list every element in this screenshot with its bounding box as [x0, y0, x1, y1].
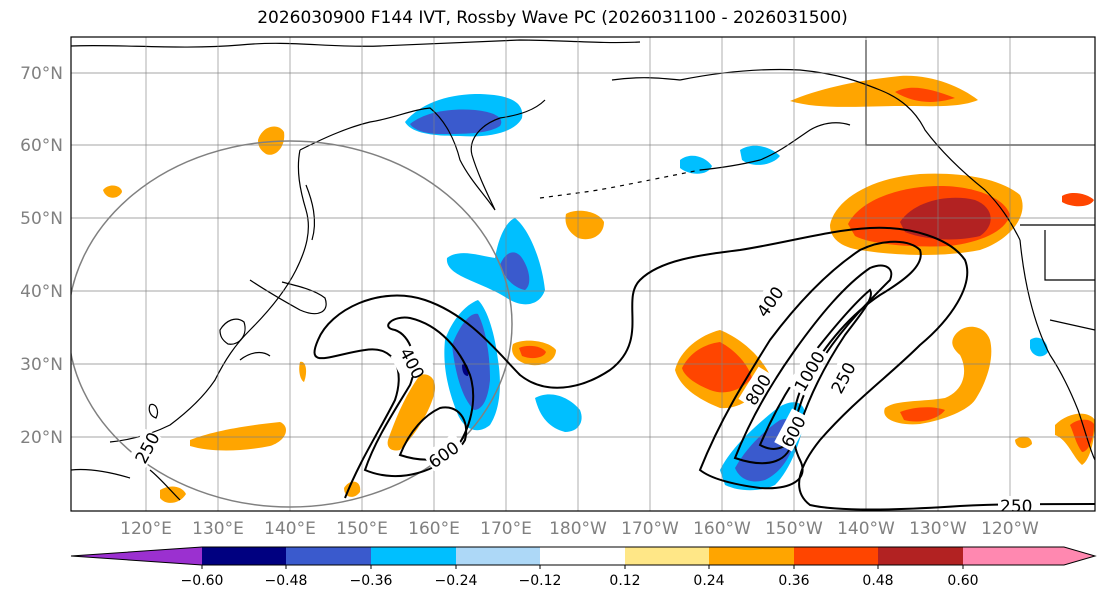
lat-label: 50°N [20, 209, 63, 229]
coastlines [71, 39, 1095, 501]
colorbar-tick-label: 0.12 [609, 573, 640, 589]
colorbar-segment [794, 547, 878, 565]
colorbar-segment [371, 547, 456, 565]
lon-label: 140°E [264, 519, 316, 539]
lon-label: 160°W [693, 519, 751, 539]
lat-label: 70°N [20, 64, 63, 84]
colorbar: −0.60 −0.48 −0.36 −0.24 −0.12 0.12 0.24 0.36 0.4… [70, 546, 1097, 589]
colorbar-tick-label: 0.60 [947, 573, 978, 589]
region-circle [71, 140, 513, 508]
colorbar-extend-low [71, 547, 202, 565]
colorbar-tick-label: 0.24 [693, 573, 724, 589]
colorbar-tick-label: 0.48 [862, 573, 893, 589]
colorbar-segment [456, 547, 540, 565]
lon-label: 130°W [909, 519, 967, 539]
lon-label: 150°W [765, 519, 823, 539]
colorbar-tick-label: −0.48 [265, 573, 308, 589]
colorbar-tick-label: −0.24 [435, 573, 478, 589]
latitude-labels: 70°N 60°N 50°N 40°N 30°N 20°N [20, 64, 63, 448]
colorbar-segment [709, 547, 794, 565]
lon-label: 180°W [549, 519, 607, 539]
lon-label: 170°W [621, 519, 679, 539]
colorbar-segment [286, 547, 371, 565]
lon-label: 150°E [336, 519, 388, 539]
lon-label: 160°E [408, 519, 460, 539]
lon-label: 120°W [981, 519, 1039, 539]
colorbar-tick-label: −0.36 [350, 573, 393, 589]
map-title: 2026030900 F144 IVT, Rossby Wave PC (202… [257, 8, 848, 28]
map-frame [70, 36, 1096, 512]
lon-label: 130°E [192, 519, 244, 539]
colorbar-segment [540, 547, 625, 565]
lat-label: 20°N [20, 428, 63, 448]
lon-label: 120°E [120, 519, 172, 539]
lat-label: 40°N [20, 282, 63, 302]
lon-label: 140°W [837, 519, 895, 539]
lat-label: 30°N [20, 355, 63, 375]
contour-label: 250 [1000, 497, 1032, 517]
colorbar-tick-label: 0.36 [778, 573, 809, 589]
colorbar-tick-label: −0.60 [181, 573, 224, 589]
colorbar-tick-label: −0.12 [519, 573, 562, 589]
colorbar-segment [625, 547, 709, 565]
colorbar-segment [202, 547, 286, 565]
lon-label: 170°E [480, 519, 532, 539]
colorbar-segment [878, 547, 963, 565]
lat-label: 60°N [20, 136, 63, 156]
longitude-labels: 120°E 130°E 140°E 150°E 160°E 170°E 180°… [120, 519, 1039, 539]
colorbar-extend-high [963, 547, 1095, 565]
